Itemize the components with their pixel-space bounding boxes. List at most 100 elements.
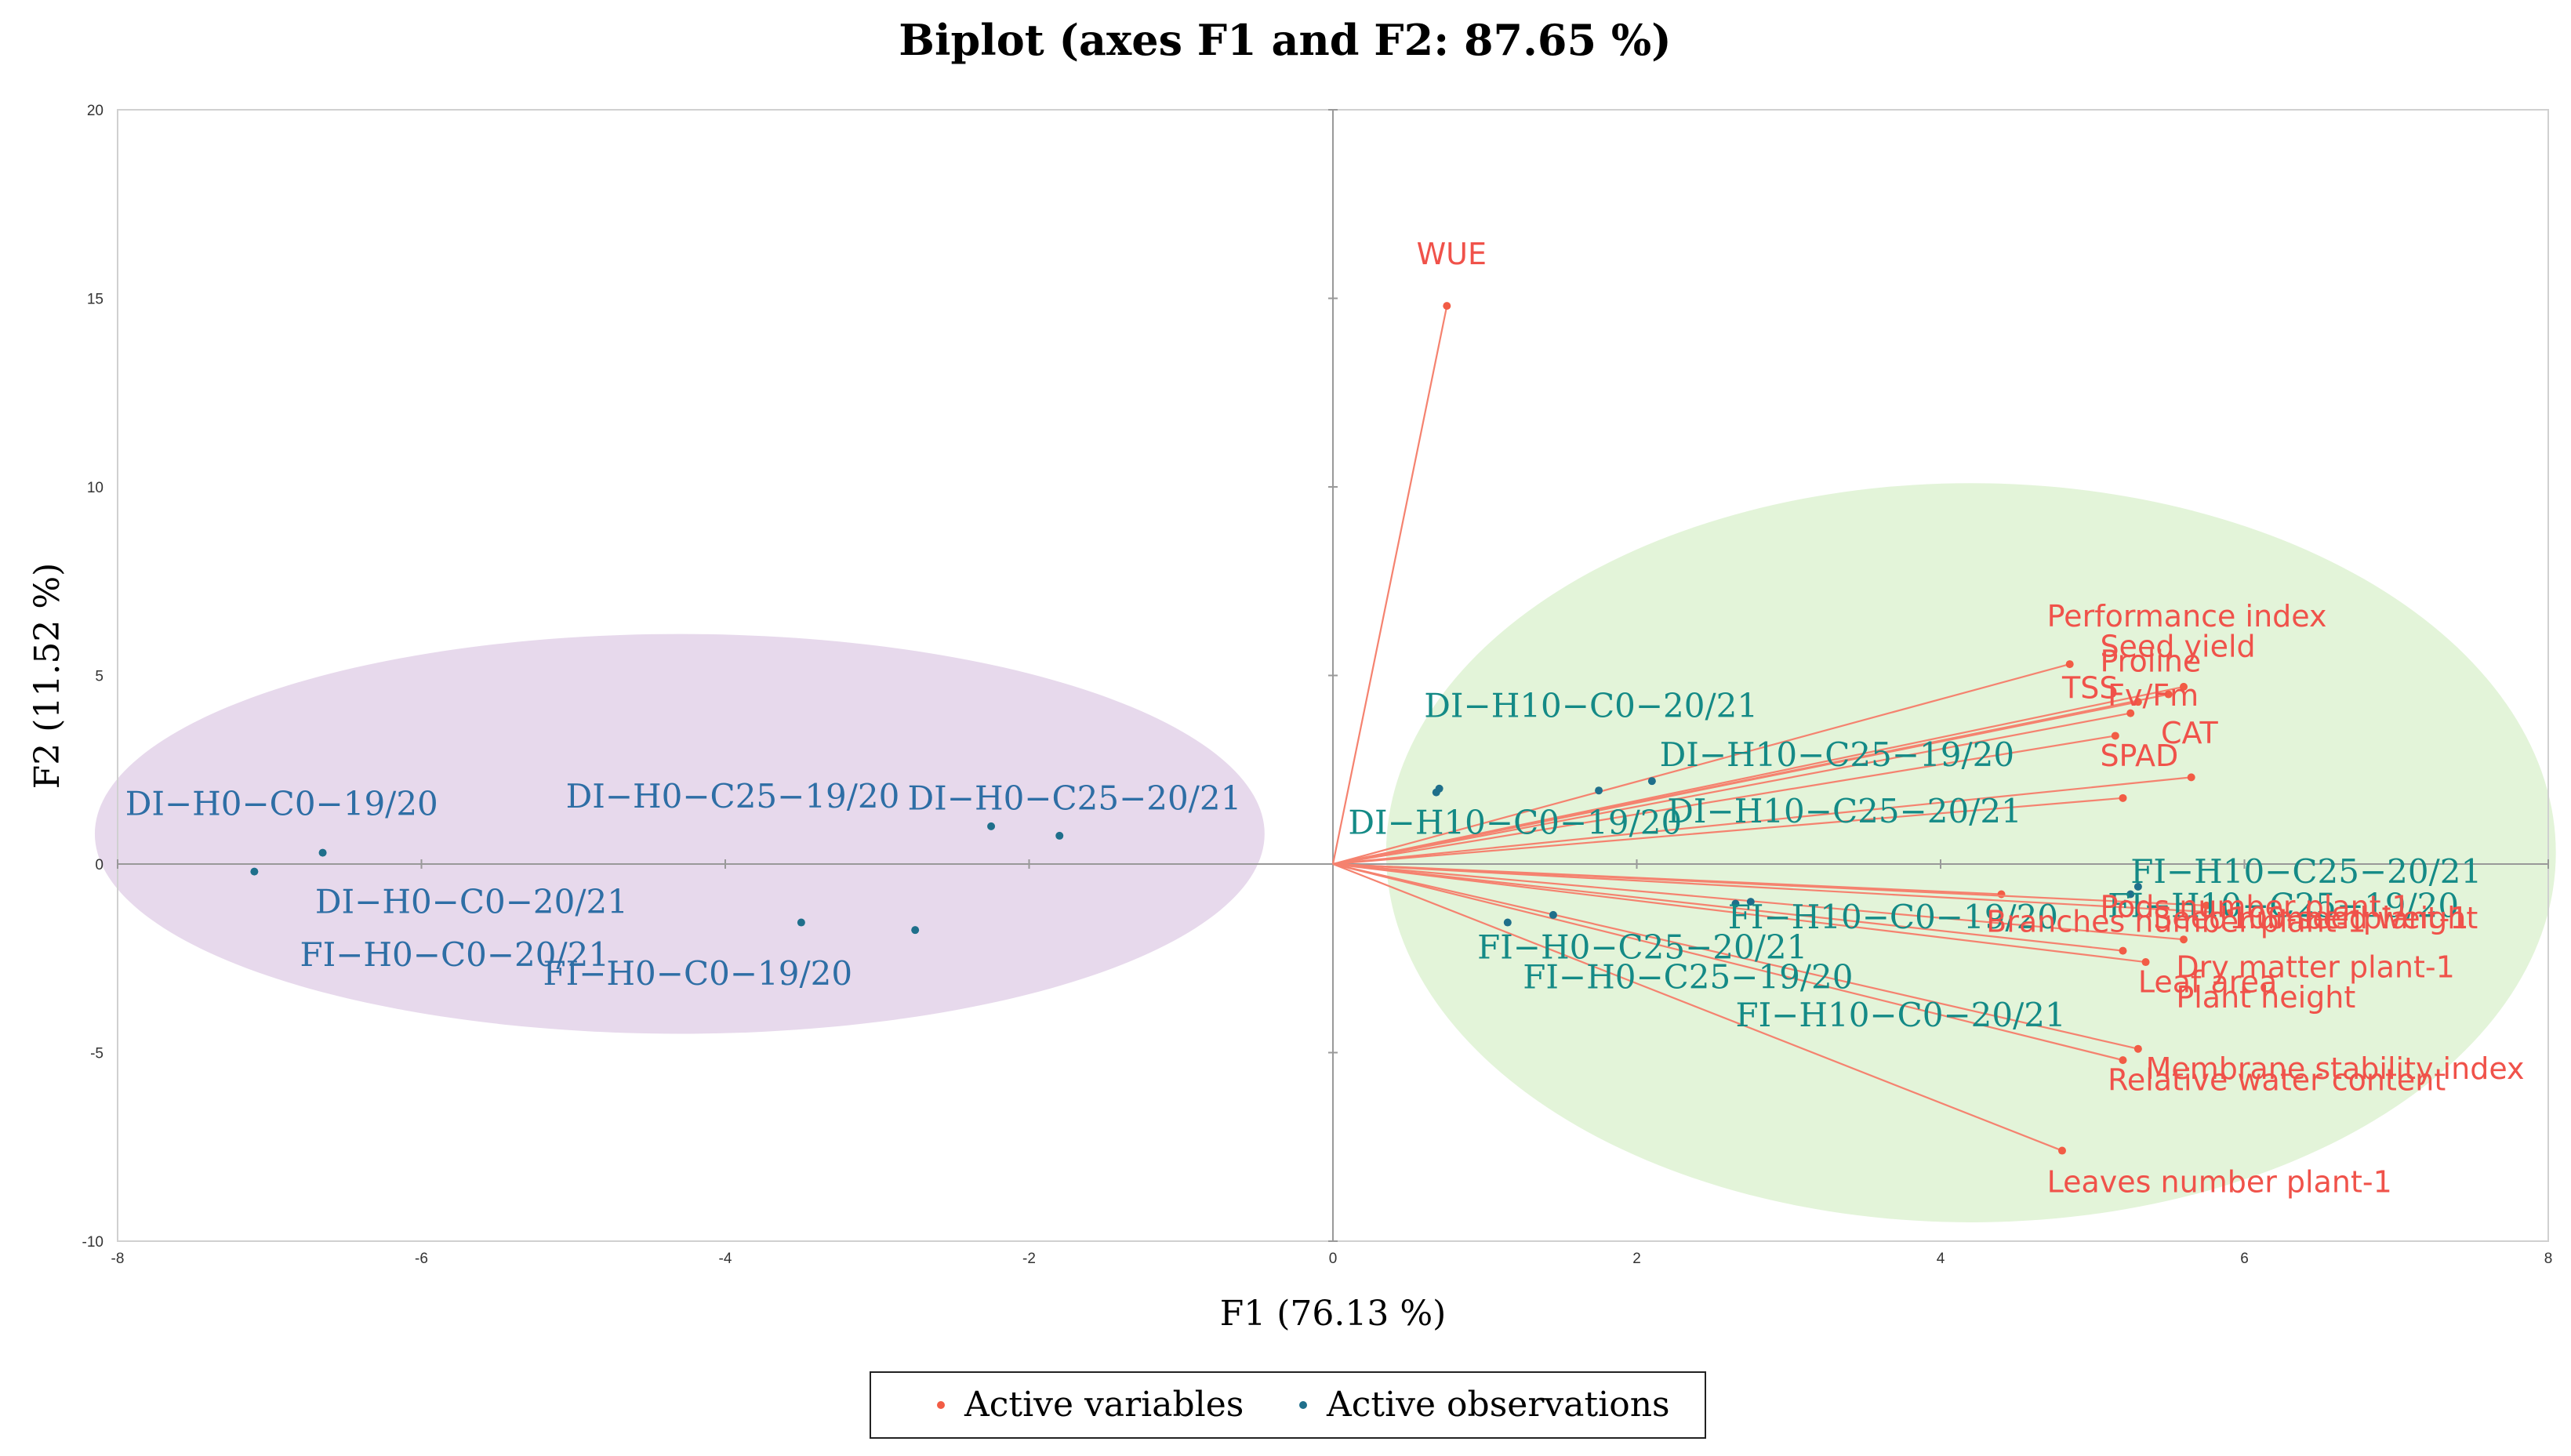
variable-point-leaves-number-plant-1 [2058,1146,2066,1155]
vector-performance-index [1332,663,2070,866]
variable-label-wue: WUE [1417,237,1487,271]
variable-label-100-seed-weight: 100-seed weight [2229,901,2478,935]
observation-label: FI−H0−C0−20/21 [300,935,610,974]
observation-point [987,822,996,830]
observation-point [1503,918,1512,927]
variable-label-proline: Proline [2100,644,2201,679]
variable-label-relative-water-content: Relative water content [2108,1063,2446,1098]
observation-point [911,926,920,935]
legend-marker-observations [1299,1401,1307,1409]
observation-label: FI−H10−C0−19/20 [1728,898,2058,936]
observation-label: FI−H10−C25−20/21 [2130,852,2482,891]
variable-point-proline [2164,690,2173,699]
observation-label: FI−H0−C25−20/21 [1477,928,1807,966]
variable-label-seed-number-plant-1: Seed number plant-1 [2153,901,2468,935]
x-tick-label: -6 [415,1251,428,1267]
observation-label: FI−H0−C25−19/20 [1523,958,1853,997]
variable-point-seed-yield [2180,682,2188,691]
observation-point [318,848,327,857]
variable-label-cat: CAT [2161,716,2219,750]
variable-label-fv-fm: Fv/Fm [2108,678,2199,713]
variable-label-tss: TSS [2061,670,2118,705]
observation-label: FI−H10−C0−20/21 [1735,996,2065,1034]
x-tick-label: -8 [111,1251,125,1267]
variable-point-spad [2187,773,2195,782]
point-labels: DI−H0−C0−19/20 DI−H0−C0−20/21 FI−H0−C0−20/… [125,237,2525,1199]
observation-point [1549,910,1557,919]
vector-cat [1332,735,2115,866]
vector-membrane-stability-index [1332,862,2139,1050]
observation-label: DI−H10−C0−20/21 [1424,686,1758,724]
group-ellipses [94,483,2556,1222]
variable-point-fv-fm [2126,709,2135,717]
vector-pods-number-plant-1 [1332,797,2123,866]
vector-leaves-number-plant-1 [1332,862,2063,1152]
ellipse-group-2 [1385,483,2556,1222]
y-axis-label: F2 (11.52 %) [27,563,67,790]
observation-point [2126,890,2135,899]
variable-point-branches-number-plant-1 [2225,909,2234,917]
x-tick-label: -2 [1022,1251,1036,1267]
variable-label-branches-number-plant-1: Branches number plant-1 [1986,905,2366,939]
observation-label: DI−H10−C25−20/21 [1667,792,2022,830]
observation-point [250,867,259,876]
variable-point-tss [2133,698,2142,706]
variable-label-pods-number-plant-1: Pods number plant-1 [2100,889,2410,924]
x-tick-label: 4 [1937,1251,1945,1267]
observation-label: DI−H10−C25−19/20 [1660,735,2015,774]
vector-100-seed-weight [1332,862,2207,907]
observation-label: DI−H10−C0−19/20 [1348,804,1682,842]
variable-point-100-seed-weight [2202,901,2211,910]
observation-label: DI−H0−C0−20/21 [315,883,628,921]
variable-label-dry-matter-plant-1: Dry matter plant-1 [2176,949,2454,984]
ellipse-group-1 [94,634,1265,1034]
vector-branches-number-plant-1 [1332,862,2230,914]
observation-label: DI−H0−C0−19/20 [125,784,438,822]
chart-title: Biplot (axes F1 and F2: 87.65 %) [899,15,1671,65]
legend-box [870,1371,1706,1439]
variable-label-plant-height: Plant height [2176,980,2355,1015]
legend-marker-variables [937,1401,945,1409]
x-tick-label: -4 [719,1251,732,1267]
observation-point [1055,831,1064,840]
variable-point-pods-number-plant-1 [2119,793,2127,802]
y-tick-label: 20 [87,103,103,119]
x-tick-label: 2 [1632,1251,1641,1267]
variable-label-performance-index: Performance index [2047,599,2327,634]
observation-point [1746,898,1755,906]
legend: Active variables Active observations [870,1371,1706,1439]
vector-leaf-area [1332,862,2123,952]
x-axis-label: F1 (76.13 %) [1220,1294,1447,1334]
variable-label-leaves-number-plant-1: Leaves number plant-1 [2047,1164,2392,1199]
vector-dry-matter-plant-1 [1332,862,2184,941]
x-tick-label: 8 [2544,1251,2553,1267]
variable-point-plant-height [2141,958,2150,967]
legend-label-observations: Active observations [1326,1385,1670,1425]
observation-point [2133,882,2142,891]
observation-label: DI−H0−C25−20/21 [908,779,1242,817]
vector-wue [1331,305,1448,865]
y-tick-label: 15 [87,292,103,308]
y-tick-label: 5 [95,669,103,685]
y-tick-label: 0 [95,857,103,873]
variable-point-cat [2111,732,2119,740]
vector-fv-fm [1332,712,2131,866]
vector-tss [1332,701,2139,866]
x-tick-label: 0 [1329,1251,1338,1267]
variable-point-wue [1443,302,1451,310]
y-tick-label: 10 [87,480,103,496]
observation-point [797,918,805,927]
variable-point-dry-matter-plant-1 [2180,935,2188,944]
observation-point [1432,788,1440,797]
vector-plant-height [1332,862,2146,964]
vector-relative-water-content [1332,862,2123,1062]
variable-vectors [1331,302,2234,1155]
observation-points [250,777,2142,935]
vector-spad [1332,776,2192,866]
variable-label-leaf-area: Leaf area [2138,965,2277,1000]
observation-label: DI−H0−C25−19/20 [566,777,900,815]
legend-label-variables: Active variables [964,1385,1244,1425]
variable-point-membrane-stability-index [2133,1044,2142,1053]
observation-point [1731,899,1740,908]
